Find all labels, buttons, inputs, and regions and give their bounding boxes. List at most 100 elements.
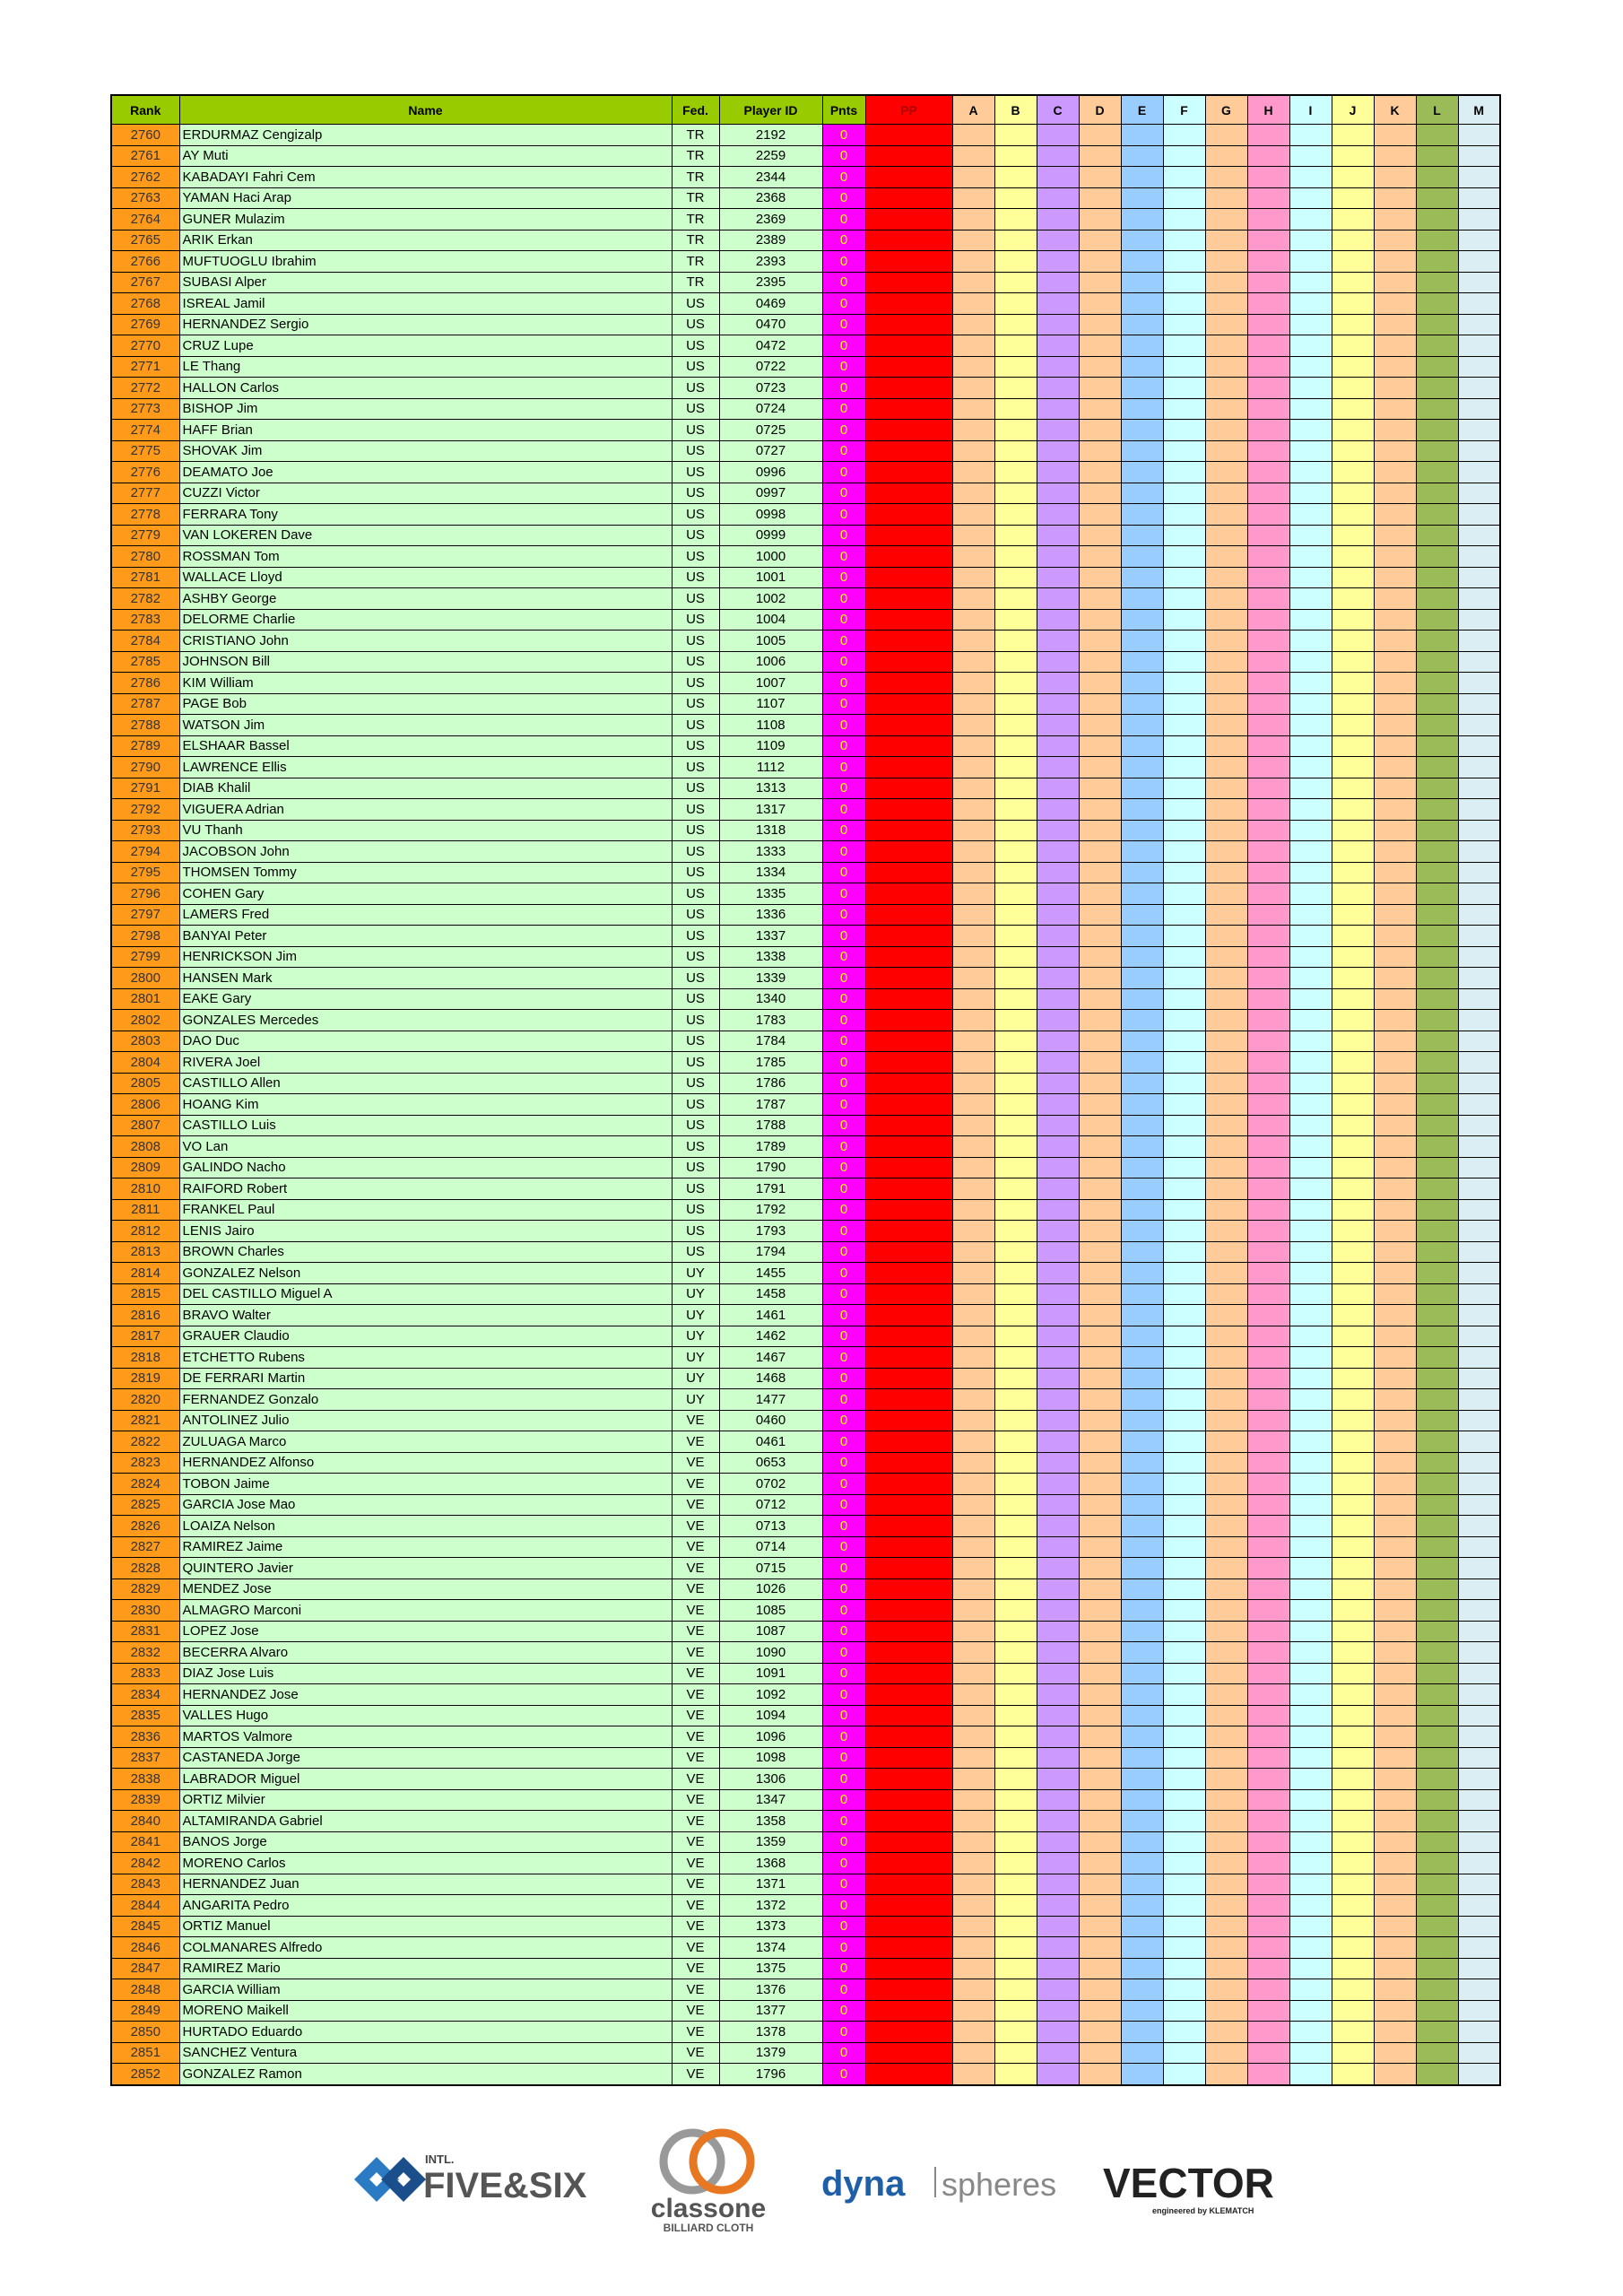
empty-cell	[1331, 1915, 1375, 1937]
empty-cell	[864, 692, 953, 715]
cell: VE	[671, 1662, 720, 1684]
empty-cell	[1373, 187, 1417, 209]
cell: 1005	[718, 630, 823, 652]
empty-cell	[1457, 1831, 1501, 1853]
empty-cell	[1078, 419, 1122, 441]
empty-cell	[1078, 1683, 1122, 1706]
ranking-table: Rank Name Fed. Player ID Pnts PP A B C D E F G H I J K L M…	[110, 94, 1501, 2086]
player-row: 2818 ETCHETTO Rubens UY 1467 0	[110, 1346, 1501, 1369]
cell: 2850	[110, 2021, 180, 2043]
player-row: 2806 HOANG Kim US 1787 0	[110, 1093, 1501, 1116]
cell: UY	[671, 1283, 720, 1305]
empty-cell	[1415, 987, 1459, 1010]
empty-cell	[951, 292, 995, 315]
empty-cell	[1373, 524, 1417, 546]
empty-cell	[864, 1894, 953, 1917]
cell: 0470	[718, 313, 823, 335]
cell: 2797	[110, 903, 180, 926]
cell: 0	[821, 566, 866, 588]
empty-cell	[1204, 397, 1248, 420]
cell: 0	[821, 377, 866, 399]
cell: 2766	[110, 250, 180, 273]
cell: LAWRENCE Ellis	[178, 756, 673, 778]
column-header: Pnts	[821, 94, 866, 125]
empty-cell	[1204, 967, 1248, 989]
empty-cell	[994, 166, 1037, 188]
empty-cell	[1457, 1135, 1501, 1158]
cell: 0	[821, 313, 866, 335]
empty-cell	[1289, 419, 1332, 441]
cell: 1336	[718, 903, 823, 926]
cell: 1006	[718, 650, 823, 673]
cell: 2843	[110, 1873, 180, 1895]
cell: 2841	[110, 1831, 180, 1853]
empty-cell	[864, 1979, 953, 2001]
cell: US	[671, 735, 720, 757]
cell: TR	[671, 229, 720, 251]
cell: US	[671, 1009, 720, 1031]
empty-cell	[1162, 1788, 1206, 1811]
empty-cell	[1289, 1030, 1332, 1052]
empty-cell	[994, 1072, 1037, 1094]
empty-cell	[1036, 1936, 1080, 1959]
empty-cell	[1120, 967, 1164, 989]
empty-cell	[1246, 461, 1290, 483]
cell: TOBON Jaime	[178, 1473, 673, 1495]
empty-cell	[1078, 1704, 1122, 1726]
empty-cell	[1246, 1451, 1290, 1474]
empty-cell	[1162, 1283, 1206, 1305]
empty-cell	[1289, 1262, 1332, 1284]
empty-cell	[1289, 313, 1332, 335]
cell: 1007	[718, 672, 823, 694]
empty-cell	[1078, 250, 1122, 273]
empty-cell	[1415, 1283, 1459, 1305]
empty-cell	[1120, 124, 1164, 146]
empty-cell	[1246, 419, 1290, 441]
cell: 0	[821, 630, 866, 652]
cell: DEL CASTILLO Miguel A	[178, 1283, 673, 1305]
cell: 2820	[110, 1388, 180, 1411]
empty-cell	[1457, 1072, 1501, 1094]
player-row: 2764 GUNER Mulazim TR 2369 0	[110, 208, 1501, 230]
empty-cell	[1457, 1810, 1501, 1832]
empty-cell	[1331, 229, 1375, 251]
empty-cell	[1246, 271, 1290, 293]
cell: VE	[671, 1704, 720, 1726]
empty-cell	[1120, 1535, 1164, 1558]
empty-cell	[951, 1473, 995, 1495]
cell: FERRARA Tony	[178, 503, 673, 526]
empty-cell	[1373, 925, 1417, 947]
empty-cell	[1415, 335, 1459, 357]
empty-cell	[1289, 798, 1332, 821]
cell: 0	[821, 524, 866, 546]
empty-cell	[1415, 1346, 1459, 1369]
empty-cell	[1457, 208, 1501, 230]
player-row: 2826 LOAIZA Nelson VE 0713 0	[110, 1515, 1501, 1537]
empty-cell	[1331, 840, 1375, 863]
empty-cell	[1204, 945, 1248, 968]
cell: 1467	[718, 1346, 823, 1369]
empty-cell	[1246, 1873, 1290, 1895]
empty-cell	[1415, 672, 1459, 694]
empty-cell	[1289, 1346, 1332, 1369]
logo-text: dyna	[821, 2164, 906, 2204]
empty-cell	[1204, 524, 1248, 546]
player-row: 2850 HURTADO Eduardo VE 1378 0	[110, 2021, 1501, 2043]
empty-cell	[994, 1810, 1037, 1832]
empty-cell	[1204, 608, 1248, 631]
player-row: 2831 LOPEZ Jose VE 1087 0	[110, 1620, 1501, 1642]
empty-cell	[864, 292, 953, 315]
empty-cell	[1162, 1810, 1206, 1832]
empty-cell	[1373, 798, 1417, 821]
cell: US	[671, 1135, 720, 1158]
empty-cell	[1036, 1409, 1080, 1431]
empty-cell	[1373, 1093, 1417, 1116]
empty-cell	[1415, 1683, 1459, 1706]
empty-cell	[1331, 1957, 1375, 1979]
empty-cell	[1162, 777, 1206, 799]
cell: CUZZI Victor	[178, 482, 673, 504]
empty-cell	[1457, 1746, 1501, 1769]
empty-cell	[951, 2041, 995, 2064]
column-header: Name	[178, 94, 673, 125]
empty-cell	[1331, 1156, 1375, 1178]
